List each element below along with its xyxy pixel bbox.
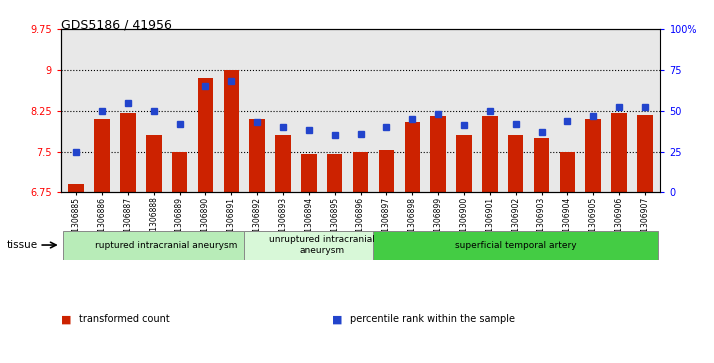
Text: unruptured intracranial
aneurysm: unruptured intracranial aneurysm (269, 235, 375, 255)
Bar (146, 135, 161, 192)
Text: percentile rank within the sample: percentile rank within the sample (350, 314, 515, 325)
Bar (611, 114, 627, 192)
Bar (456, 135, 472, 192)
Bar (378, 151, 394, 192)
Bar (327, 154, 343, 192)
Text: transformed count: transformed count (79, 314, 169, 325)
Bar (94, 119, 110, 192)
Bar (405, 122, 420, 192)
Bar (373, 231, 658, 260)
Bar (431, 116, 446, 192)
Text: GDS5186 / 41956: GDS5186 / 41956 (61, 18, 171, 31)
Bar (198, 78, 213, 192)
Bar (534, 138, 549, 192)
Bar (172, 152, 187, 192)
Bar (353, 152, 368, 192)
Bar (508, 135, 523, 192)
Bar (223, 70, 239, 192)
Bar (301, 154, 316, 192)
Bar (69, 184, 84, 192)
Text: ■: ■ (332, 314, 343, 325)
Bar (585, 119, 601, 192)
Bar (249, 119, 265, 192)
Text: ruptured intracranial aneurysm: ruptured intracranial aneurysm (96, 241, 238, 249)
Bar (482, 116, 498, 192)
Bar (560, 152, 575, 192)
Bar (64, 231, 270, 260)
Text: superficial temporal artery: superficial temporal artery (455, 241, 576, 249)
Bar (276, 135, 291, 192)
Text: tissue: tissue (7, 240, 39, 250)
Bar (244, 231, 399, 260)
Bar (637, 115, 653, 192)
Bar (120, 114, 136, 192)
Text: ■: ■ (61, 314, 71, 325)
